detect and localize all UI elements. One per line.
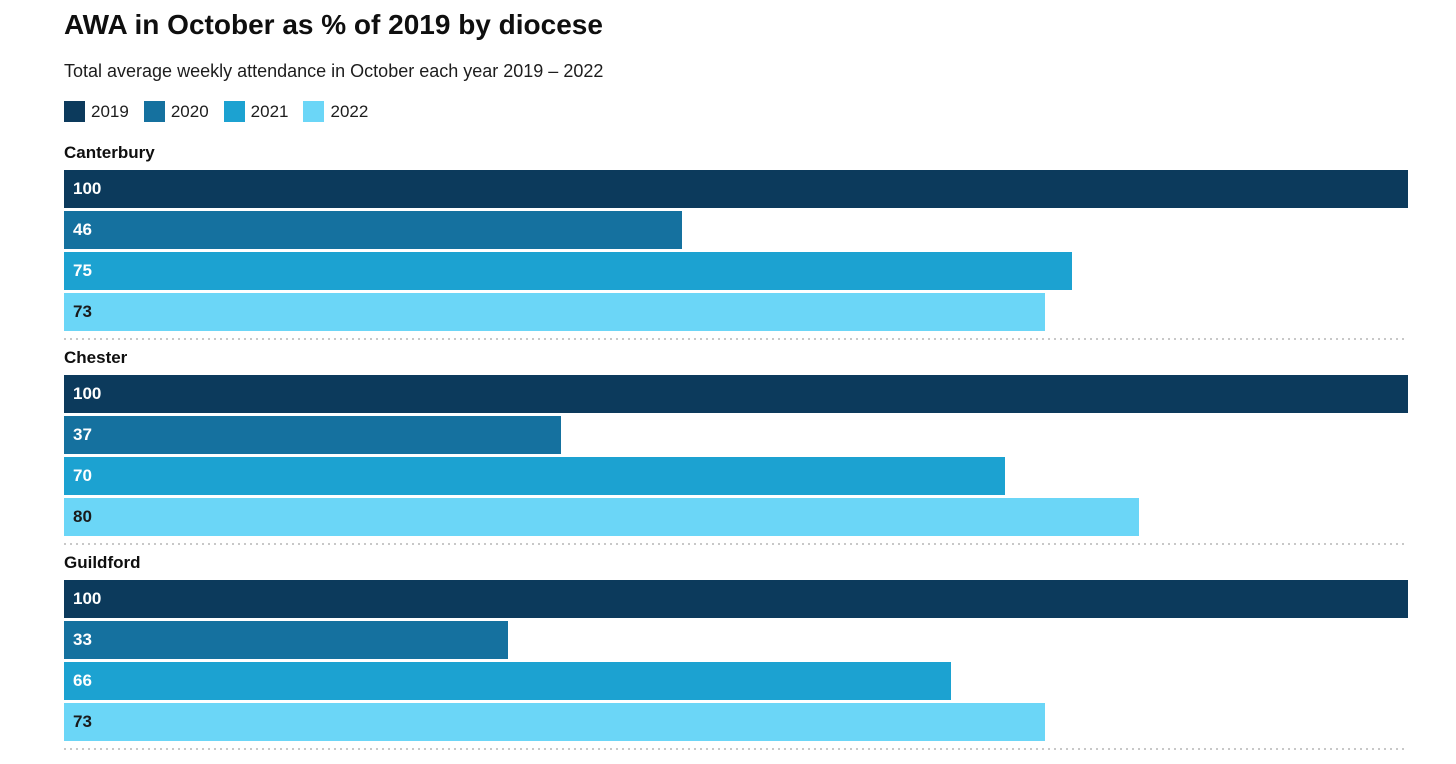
bar-row: 100 [64, 375, 1408, 413]
bar-2021: 66 [64, 662, 952, 700]
bar-value-label: 100 [73, 589, 102, 608]
bar-row: 70 [64, 457, 1408, 495]
bar-2019: 100 [64, 170, 1408, 208]
bar-row: 46 [64, 211, 1408, 249]
legend-label: 2019 [91, 101, 129, 121]
group-label: Canterbury [64, 143, 155, 162]
group-separator [64, 748, 1408, 750]
bar-2020: 33 [64, 621, 508, 659]
chart-group: Guildford 100 33 66 73 [64, 552, 1408, 741]
bar-value-label: 100 [73, 179, 102, 198]
bar-value-label: 100 [73, 384, 102, 403]
legend-item: 2022 [303, 101, 368, 122]
bar-row: 80 [64, 498, 1408, 536]
page-title: AWA in October as % of 2019 by diocese [64, 9, 603, 40]
legend-item: 2021 [223, 101, 289, 122]
chart-subtitle: Total average weekly attendance in Octob… [64, 61, 604, 81]
legend: 2019 2020 2021 2022 [64, 101, 1408, 122]
chart-area: Canterbury 100 46 75 73 Chester 100 37 70 80 Guild… [64, 142, 1408, 750]
bar-2021: 75 [64, 252, 1072, 290]
legend-item: 2020 [143, 101, 209, 122]
bar-value-label: 75 [73, 261, 92, 280]
legend-swatch [143, 101, 165, 122]
chart-group: Canterbury 100 46 75 73 [64, 142, 1408, 331]
bar-row: 37 [64, 416, 1408, 454]
bar-2022: 80 [64, 498, 1140, 536]
bar-row: 100 [64, 580, 1408, 618]
legend-swatch [64, 101, 85, 122]
bar-2020: 37 [64, 416, 562, 454]
bar-row: 100 [64, 170, 1408, 208]
bar-value-label: 33 [73, 630, 92, 649]
legend-item: 2019 [64, 101, 129, 122]
group-label: Chester [64, 348, 128, 367]
bar-2022: 73 [64, 703, 1046, 741]
legend-swatch [223, 101, 245, 122]
bar-row: 33 [64, 621, 1408, 659]
bar-value-label: 70 [73, 466, 92, 485]
bar-2021: 70 [64, 457, 1005, 495]
bar-value-label: 66 [73, 671, 92, 690]
bar-2019: 100 [64, 375, 1408, 413]
bar-value-label: 80 [73, 507, 92, 526]
bar-2020: 46 [64, 211, 683, 249]
legend-label: 2022 [330, 101, 369, 121]
group-separator [64, 543, 1408, 545]
bar-value-label: 73 [73, 302, 92, 321]
bar-value-label: 46 [73, 220, 92, 239]
bar-row: 75 [64, 252, 1408, 290]
legend-swatch [303, 101, 325, 122]
group-separator [64, 338, 1408, 340]
group-label: Guildford [64, 553, 141, 572]
bar-value-label: 73 [73, 712, 92, 731]
bar-row: 66 [64, 662, 1408, 700]
legend-label: 2020 [170, 101, 209, 121]
bar-row: 73 [64, 703, 1408, 741]
chart-group: Chester 100 37 70 80 [64, 347, 1408, 536]
bar-2022: 73 [64, 293, 1046, 331]
bar-row: 73 [64, 293, 1408, 331]
bar-2019: 100 [64, 580, 1408, 618]
bar-value-label: 37 [73, 425, 92, 444]
legend-label: 2021 [250, 101, 289, 121]
